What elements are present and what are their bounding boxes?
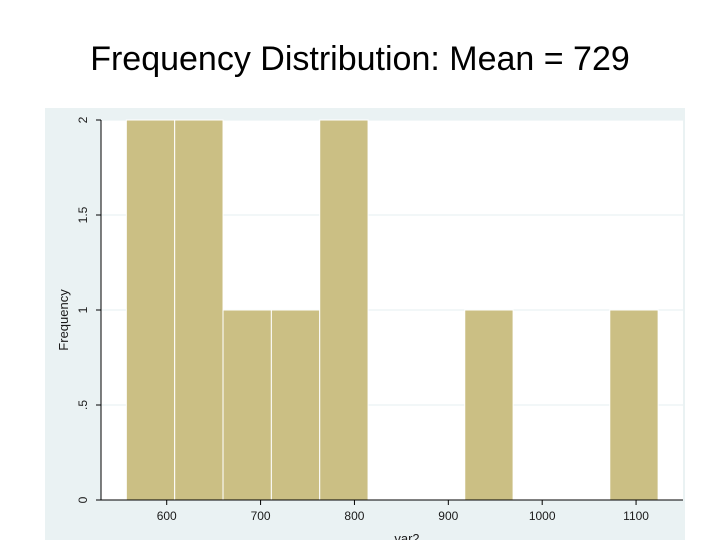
x-tick-label: 700 — [251, 509, 271, 523]
histogram-bar — [125, 119, 176, 501]
x-tick-label: 600 — [157, 509, 177, 523]
histogram-bar — [464, 309, 514, 501]
y-axis-label: Frequency — [56, 289, 71, 351]
slide-title: Frequency Distribution: Mean = 729 — [90, 40, 630, 78]
histogram-bar — [222, 309, 272, 501]
x-tick-label: 1000 — [529, 509, 556, 523]
y-ticks: 0 .5 1 1.5 2 — [76, 116, 101, 503]
x-tick-label: 1100 — [623, 509, 649, 523]
x-tick-label: 900 — [438, 509, 458, 523]
x-axis-label: var2 — [394, 531, 419, 540]
x-ticks: 600 700 800 900 1000 1100 — [157, 500, 649, 523]
chart-canvas: 0.511.52 600 700 800 900 1000 1100 Frequency … — [45, 108, 685, 540]
histogram-bar — [609, 309, 659, 501]
y-tick-label: 2 — [76, 116, 90, 123]
histogram-bar — [319, 119, 369, 501]
y-tick-label: .5 — [76, 400, 90, 410]
histogram-bar — [270, 309, 321, 501]
histogram-bar — [174, 119, 224, 501]
y-tick-label: 0 — [76, 496, 90, 503]
histogram-chart: 0.5 1 1.5 2 600 700 800 900 1000 1100 Frequency … — [45, 108, 685, 540]
y-tick-label: 1.5 — [76, 206, 90, 223]
x-tick-label: 800 — [344, 509, 364, 523]
y-tick-label: 1 — [76, 306, 90, 313]
